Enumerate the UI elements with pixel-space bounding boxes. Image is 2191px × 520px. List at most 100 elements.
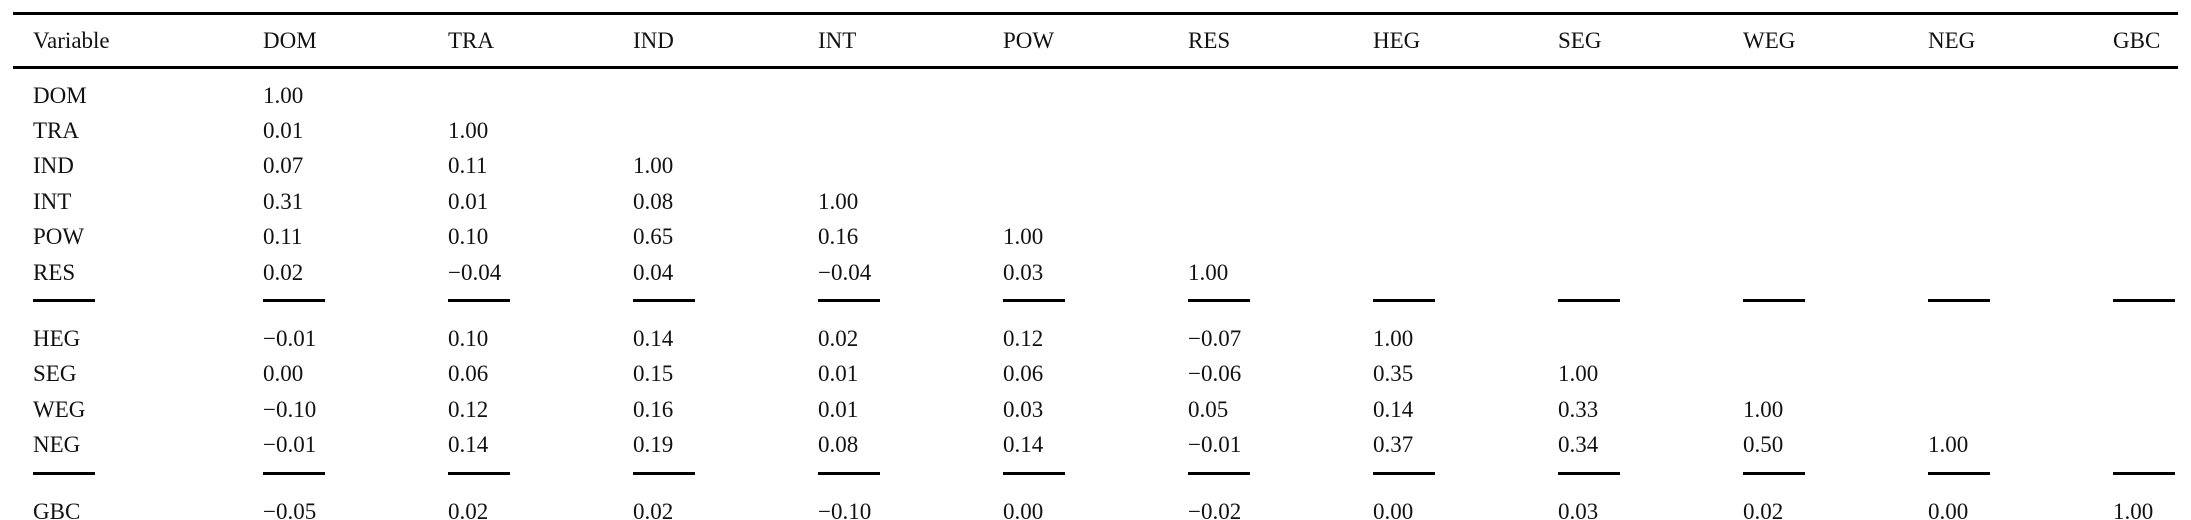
cell-res-tra: −0.04 [448,259,502,285]
row-label-seg: SEG [33,361,77,387]
column-header-heg: HEG [1353,13,1538,69]
cell-int-weg [1723,184,1908,219]
cell-seg-dom: 0.00 [263,361,304,387]
group-divider-rule [1003,471,1065,475]
cell-seg-pow: 0.06 [1003,361,1044,387]
cell-neg-dom: −0.01 [263,432,317,458]
group-divider-rule [263,299,325,303]
cell-weg-gbc [2093,392,2178,427]
group-divider-rule [448,471,510,475]
cell-int-heg [1353,184,1538,219]
cell-weg-pow: 0.03 [1003,396,1044,422]
cell-dom-pow [983,68,1168,114]
group-divider-rule [633,299,695,303]
cell-dom-int [798,68,983,114]
cell-int-gbc [2093,184,2178,219]
cell-weg-neg [1908,392,2093,427]
cell-gbc-pow: 0.00 [1003,498,1044,520]
group-divider-rule [1003,299,1065,303]
cell-neg-ind: 0.19 [633,432,674,458]
group-divider-cell [1168,290,1353,321]
column-header-neg: NEG [1908,13,2093,69]
cell-pow-seg [1538,220,1723,255]
group-divider-cell [243,290,428,321]
cell-ind-weg [1723,149,1908,184]
row-label-heg: HEG [33,326,81,352]
group-divider-cell [1723,290,1908,321]
cell-neg-neg: 1.00 [1928,432,1969,458]
group-divider-cell [798,290,983,321]
cell-heg-int: 0.02 [818,326,859,352]
correlation-table: Variable DOM TRA IND INT POW RES HEG SEG WEG NEG GB… [13,12,2178,520]
group-divider-rule [818,471,880,475]
group-divider-cell [243,463,428,494]
cell-dom-heg [1353,68,1538,114]
cell-neg-gbc [2093,428,2178,463]
column-header-weg: WEG [1723,13,1908,69]
cell-pow-weg [1723,220,1908,255]
cell-neg-tra: 0.14 [448,432,489,458]
cell-neg-int: 0.08 [818,432,859,458]
cell-seg-heg: 0.35 [1373,361,1414,387]
cell-seg-neg [1908,357,2093,392]
cell-gbc-tra: 0.02 [448,498,489,520]
cell-gbc-neg: 0.00 [1928,498,1969,520]
table-row-int: INT 0.31 0.01 0.08 1.00 [13,184,2178,219]
table-row-tra: TRA 0.01 1.00 [13,113,2178,148]
row-label-res: RES [33,259,76,285]
cell-dom-weg [1723,68,1908,114]
cell-ind-dom: 0.07 [263,153,304,179]
cell-res-gbc [2093,255,2178,290]
group-divider-rule [1373,299,1435,303]
cell-pow-ind: 0.65 [633,224,674,250]
cell-heg-tra: 0.10 [448,326,489,352]
group-divider-cell [428,463,613,494]
group-divider-rule [33,299,95,303]
cell-tra-res [1168,113,1353,148]
table-row-seg: SEG 0.00 0.06 0.15 0.01 0.06 −0.06 0.35 1.00 [13,357,2178,392]
cell-weg-res: 0.05 [1188,396,1229,422]
cell-ind-res [1168,149,1353,184]
cell-ind-ind: 1.00 [633,153,674,179]
column-header-pow: POW [983,13,1168,69]
cell-gbc-ind: 0.02 [633,498,674,520]
group-divider-rule [1188,299,1250,303]
cell-gbc-int: −0.10 [818,498,872,520]
group-divider-cell [1538,463,1723,494]
group-divider-cell [1168,463,1353,494]
cell-res-seg [1538,255,1723,290]
column-header-dom: DOM [243,13,428,69]
cell-res-ind: 0.04 [633,259,674,285]
group-divider-cell [1723,463,1908,494]
group-divider-cell [983,463,1168,494]
cell-int-int: 1.00 [818,188,859,214]
group-divider-rule [448,299,510,303]
cell-pow-dom: 0.11 [263,224,303,250]
cell-int-seg [1538,184,1723,219]
cell-seg-res: −0.06 [1188,361,1242,387]
cell-gbc-weg: 0.02 [1743,498,1784,520]
group-divider-cell [613,290,798,321]
cell-tra-ind [613,113,798,148]
group-divider-cell [798,463,983,494]
row-label-ind: IND [33,153,74,179]
cell-neg-pow: 0.14 [1003,432,1044,458]
cell-res-pow: 0.03 [1003,259,1044,285]
group-divider-row [13,290,2178,321]
cell-heg-gbc [2093,321,2178,356]
cell-tra-seg [1538,113,1723,148]
cell-weg-ind: 0.16 [633,396,674,422]
cell-res-weg [1723,255,1908,290]
group-divider-cell [2093,463,2178,494]
cell-tra-heg [1353,113,1538,148]
group-divider-rule [1928,299,1990,303]
column-header-int: INT [798,13,983,69]
cell-heg-heg: 1.00 [1373,326,1414,352]
cell-weg-heg: 0.14 [1373,396,1414,422]
cell-gbc-gbc: 1.00 [2113,498,2154,520]
table-row-dom: DOM 1.00 [13,68,2178,114]
table-row-heg: HEG −0.01 0.10 0.14 0.02 0.12 −0.07 1.00 [13,321,2178,356]
group-divider-cell [13,290,243,321]
group-divider-rule [2113,471,2175,475]
cell-tra-pow [983,113,1168,148]
